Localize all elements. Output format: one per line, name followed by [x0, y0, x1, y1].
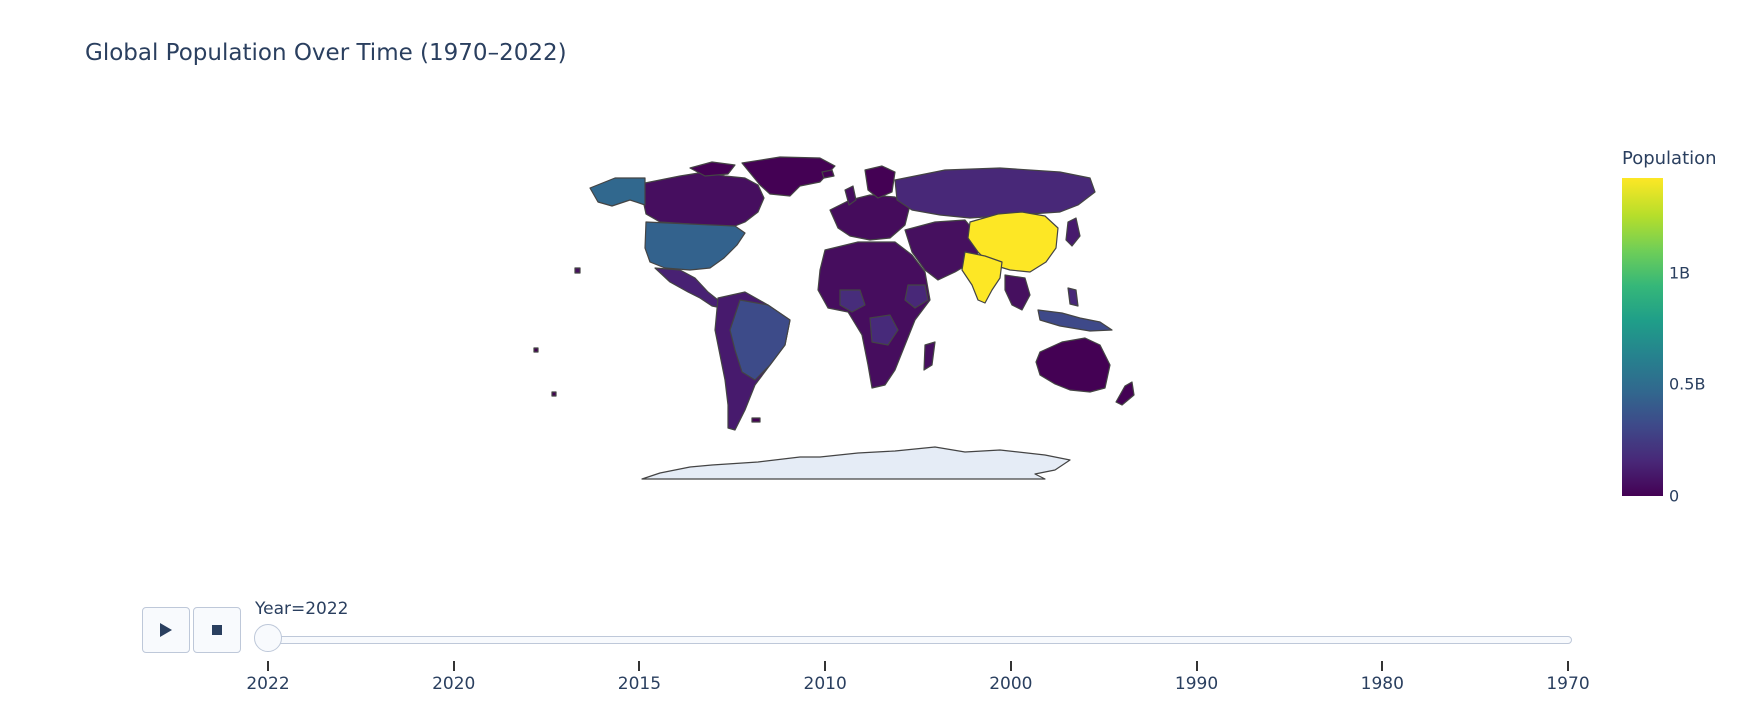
colorbar-tick-label: 1B: [1669, 263, 1691, 283]
region-falklands[interactable]: [751, 417, 761, 423]
year-slider-rail[interactable]: [268, 636, 1572, 644]
slider-tick-label[interactable]: 2020: [432, 674, 476, 694]
region-greenland[interactable]: [741, 156, 836, 197]
region-uk[interactable]: [844, 185, 857, 206]
region-japan[interactable]: [1065, 217, 1081, 247]
colorbar-tick-label: 0.5B: [1669, 374, 1706, 394]
region-europe[interactable]: [829, 194, 911, 241]
colorbar-tick-label: 0: [1669, 486, 1680, 506]
slider-tick-label[interactable]: 1970: [1546, 674, 1590, 694]
region-antarctica[interactable]: [641, 446, 1071, 480]
region-nigeria[interactable]: [839, 289, 866, 313]
slider-tick: [1567, 661, 1569, 671]
region-dr-congo[interactable]: [869, 314, 899, 346]
region-mexico[interactable]: [654, 267, 723, 309]
slider-tick-label[interactable]: 1980: [1360, 674, 1404, 694]
region-alaska[interactable]: [589, 177, 646, 207]
slider-tick: [1195, 661, 1198, 671]
slider-tick: [638, 661, 641, 671]
region-madagascar[interactable]: [923, 341, 936, 371]
play-button[interactable]: [142, 607, 190, 653]
region-iceland[interactable]: [821, 169, 835, 179]
region-india[interactable]: [961, 251, 1003, 304]
region-united-states[interactable]: [644, 221, 746, 271]
chart-title: Global Population Over Time (1970–2022): [85, 40, 567, 66]
region-russia[interactable]: [894, 167, 1096, 219]
slider-tick: [267, 661, 269, 671]
colorbar: [1622, 178, 1663, 496]
region-africa[interactable]: [817, 241, 931, 389]
region-china[interactable]: [967, 211, 1059, 273]
region-philippines[interactable]: [1067, 287, 1079, 307]
region-pacific-island[interactable]: [533, 347, 539, 353]
stop-button[interactable]: [193, 607, 241, 653]
region-ethiopia[interactable]: [904, 284, 929, 309]
slider-tick-label[interactable]: 2022: [246, 674, 290, 694]
slider-tick: [1381, 661, 1384, 671]
region-scandinavia[interactable]: [864, 165, 896, 199]
slider-tick: [824, 661, 827, 671]
slider-tick-label[interactable]: 2010: [803, 674, 847, 694]
play-icon: [160, 623, 172, 637]
region-canada[interactable]: [642, 171, 765, 227]
region-australia[interactable]: [1035, 337, 1111, 393]
year-slider-grip[interactable]: [254, 624, 282, 652]
region-indonesia[interactable]: [1037, 309, 1113, 332]
region-pacific-island-2[interactable]: [551, 391, 557, 397]
region-southeast-asia[interactable]: [1004, 274, 1031, 311]
region-hawaii[interactable]: [574, 267, 581, 274]
choropleth-map[interactable]: [0, 0, 1742, 560]
colorbar-title: Population: [1622, 148, 1717, 169]
slider-tick-label[interactable]: 2015: [617, 674, 662, 694]
slider-tick-label[interactable]: 1990: [1174, 674, 1219, 694]
slider-current-value: Year=2022: [255, 599, 349, 619]
region-new-zealand[interactable]: [1115, 381, 1135, 406]
region-arctic-islands[interactable]: [689, 161, 736, 177]
slider-tick: [1009, 661, 1012, 671]
region-brazil[interactable]: [729, 299, 791, 381]
stop-icon: [212, 625, 222, 635]
slider-tick-label[interactable]: 2000: [989, 674, 1033, 694]
slider-tick: [452, 661, 455, 671]
